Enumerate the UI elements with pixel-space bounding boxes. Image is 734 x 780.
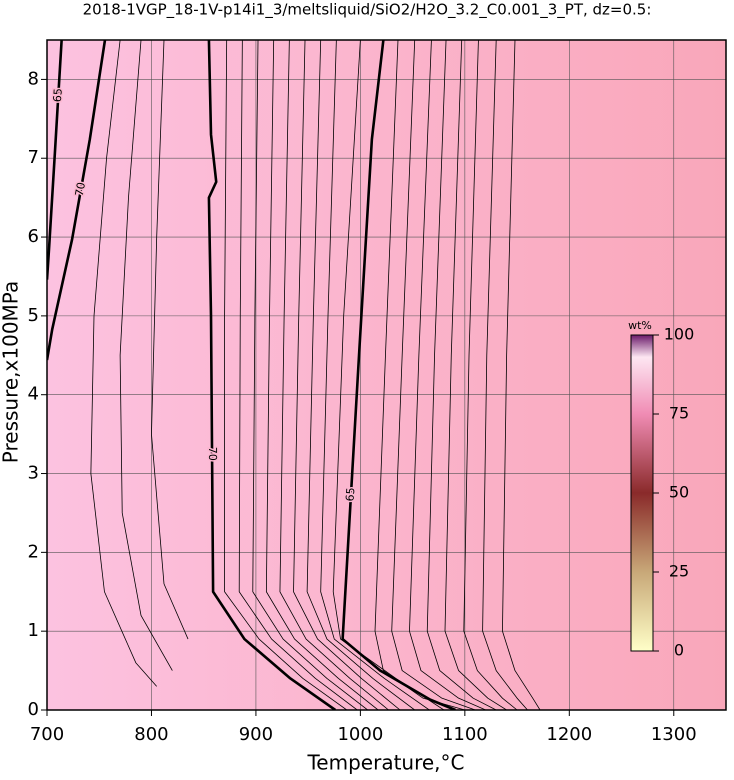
contour — [151, 40, 189, 640]
y-axis-label: Pressure,x100MPa — [0, 281, 23, 463]
major-contour — [207, 40, 337, 710]
colorbar-tick-label: 50 — [669, 483, 689, 502]
contour — [279, 40, 389, 710]
x-tick-label: 800 — [134, 724, 168, 745]
contour-label: 70 — [73, 181, 88, 197]
plot-frame — [46, 39, 727, 711]
major-contour — [341, 40, 456, 710]
contour — [482, 40, 528, 710]
colorbar-tick-label: 100 — [664, 325, 695, 344]
colorbar-label: wt% — [628, 319, 652, 332]
major-contour — [47, 40, 107, 361]
contour — [224, 40, 348, 710]
colorbar-ticks: 0 25 50 75 100 — [653, 325, 694, 660]
contour-label: 70 — [206, 447, 219, 461]
colorbar-tick-label: 25 — [669, 562, 689, 581]
y-tick-label: 0 — [28, 699, 39, 720]
x-tick-label: 1300 — [651, 724, 697, 745]
y-tick-label: 8 — [28, 68, 39, 89]
colorbar — [630, 334, 654, 652]
x-axis-label: Temperature,°C — [306, 751, 464, 775]
contour — [320, 40, 430, 710]
major-contour — [47, 40, 63, 280]
contour — [238, 40, 358, 710]
x-tick-label: 700 — [30, 724, 64, 745]
x-tick-label: 1100 — [442, 724, 488, 745]
x-tick-label: 1200 — [546, 724, 592, 745]
y-tick-label: 4 — [28, 384, 39, 405]
chart-title: 2018-1VGP_18-1V-p14i1_3/meltsliquid/SiO2… — [83, 1, 652, 20]
y-tick-label: 5 — [28, 305, 39, 326]
contour — [426, 40, 497, 710]
contour — [463, 40, 518, 710]
y-tick-label: 6 — [28, 226, 39, 247]
contour-labels: 65 70 70 65 — [49, 86, 358, 503]
contour — [391, 40, 476, 710]
contour — [502, 40, 541, 710]
y-tick-label: 1 — [28, 620, 39, 641]
contour — [265, 40, 379, 710]
grid — [46, 40, 726, 711]
contour — [119, 40, 173, 671]
y-tick-label: 7 — [28, 147, 39, 168]
contour — [444, 40, 507, 710]
x-tick-label: 1000 — [337, 724, 383, 745]
colorbar-tick-label: 75 — [669, 404, 689, 423]
contours — [47, 40, 541, 710]
contour — [293, 40, 401, 710]
contour — [252, 40, 368, 710]
contour-label: 65 — [51, 88, 65, 103]
contour — [374, 40, 465, 710]
x-tick-label: 900 — [239, 724, 273, 745]
colorbar-tick-label: 0 — [674, 641, 684, 660]
plot-background — [47, 40, 726, 710]
contour — [90, 40, 157, 687]
contour — [306, 40, 415, 710]
y-tick-label: 2 — [28, 541, 39, 562]
contour-label: 65 — [344, 487, 358, 502]
contour — [409, 40, 486, 710]
y-tick-label: 3 — [28, 463, 39, 484]
